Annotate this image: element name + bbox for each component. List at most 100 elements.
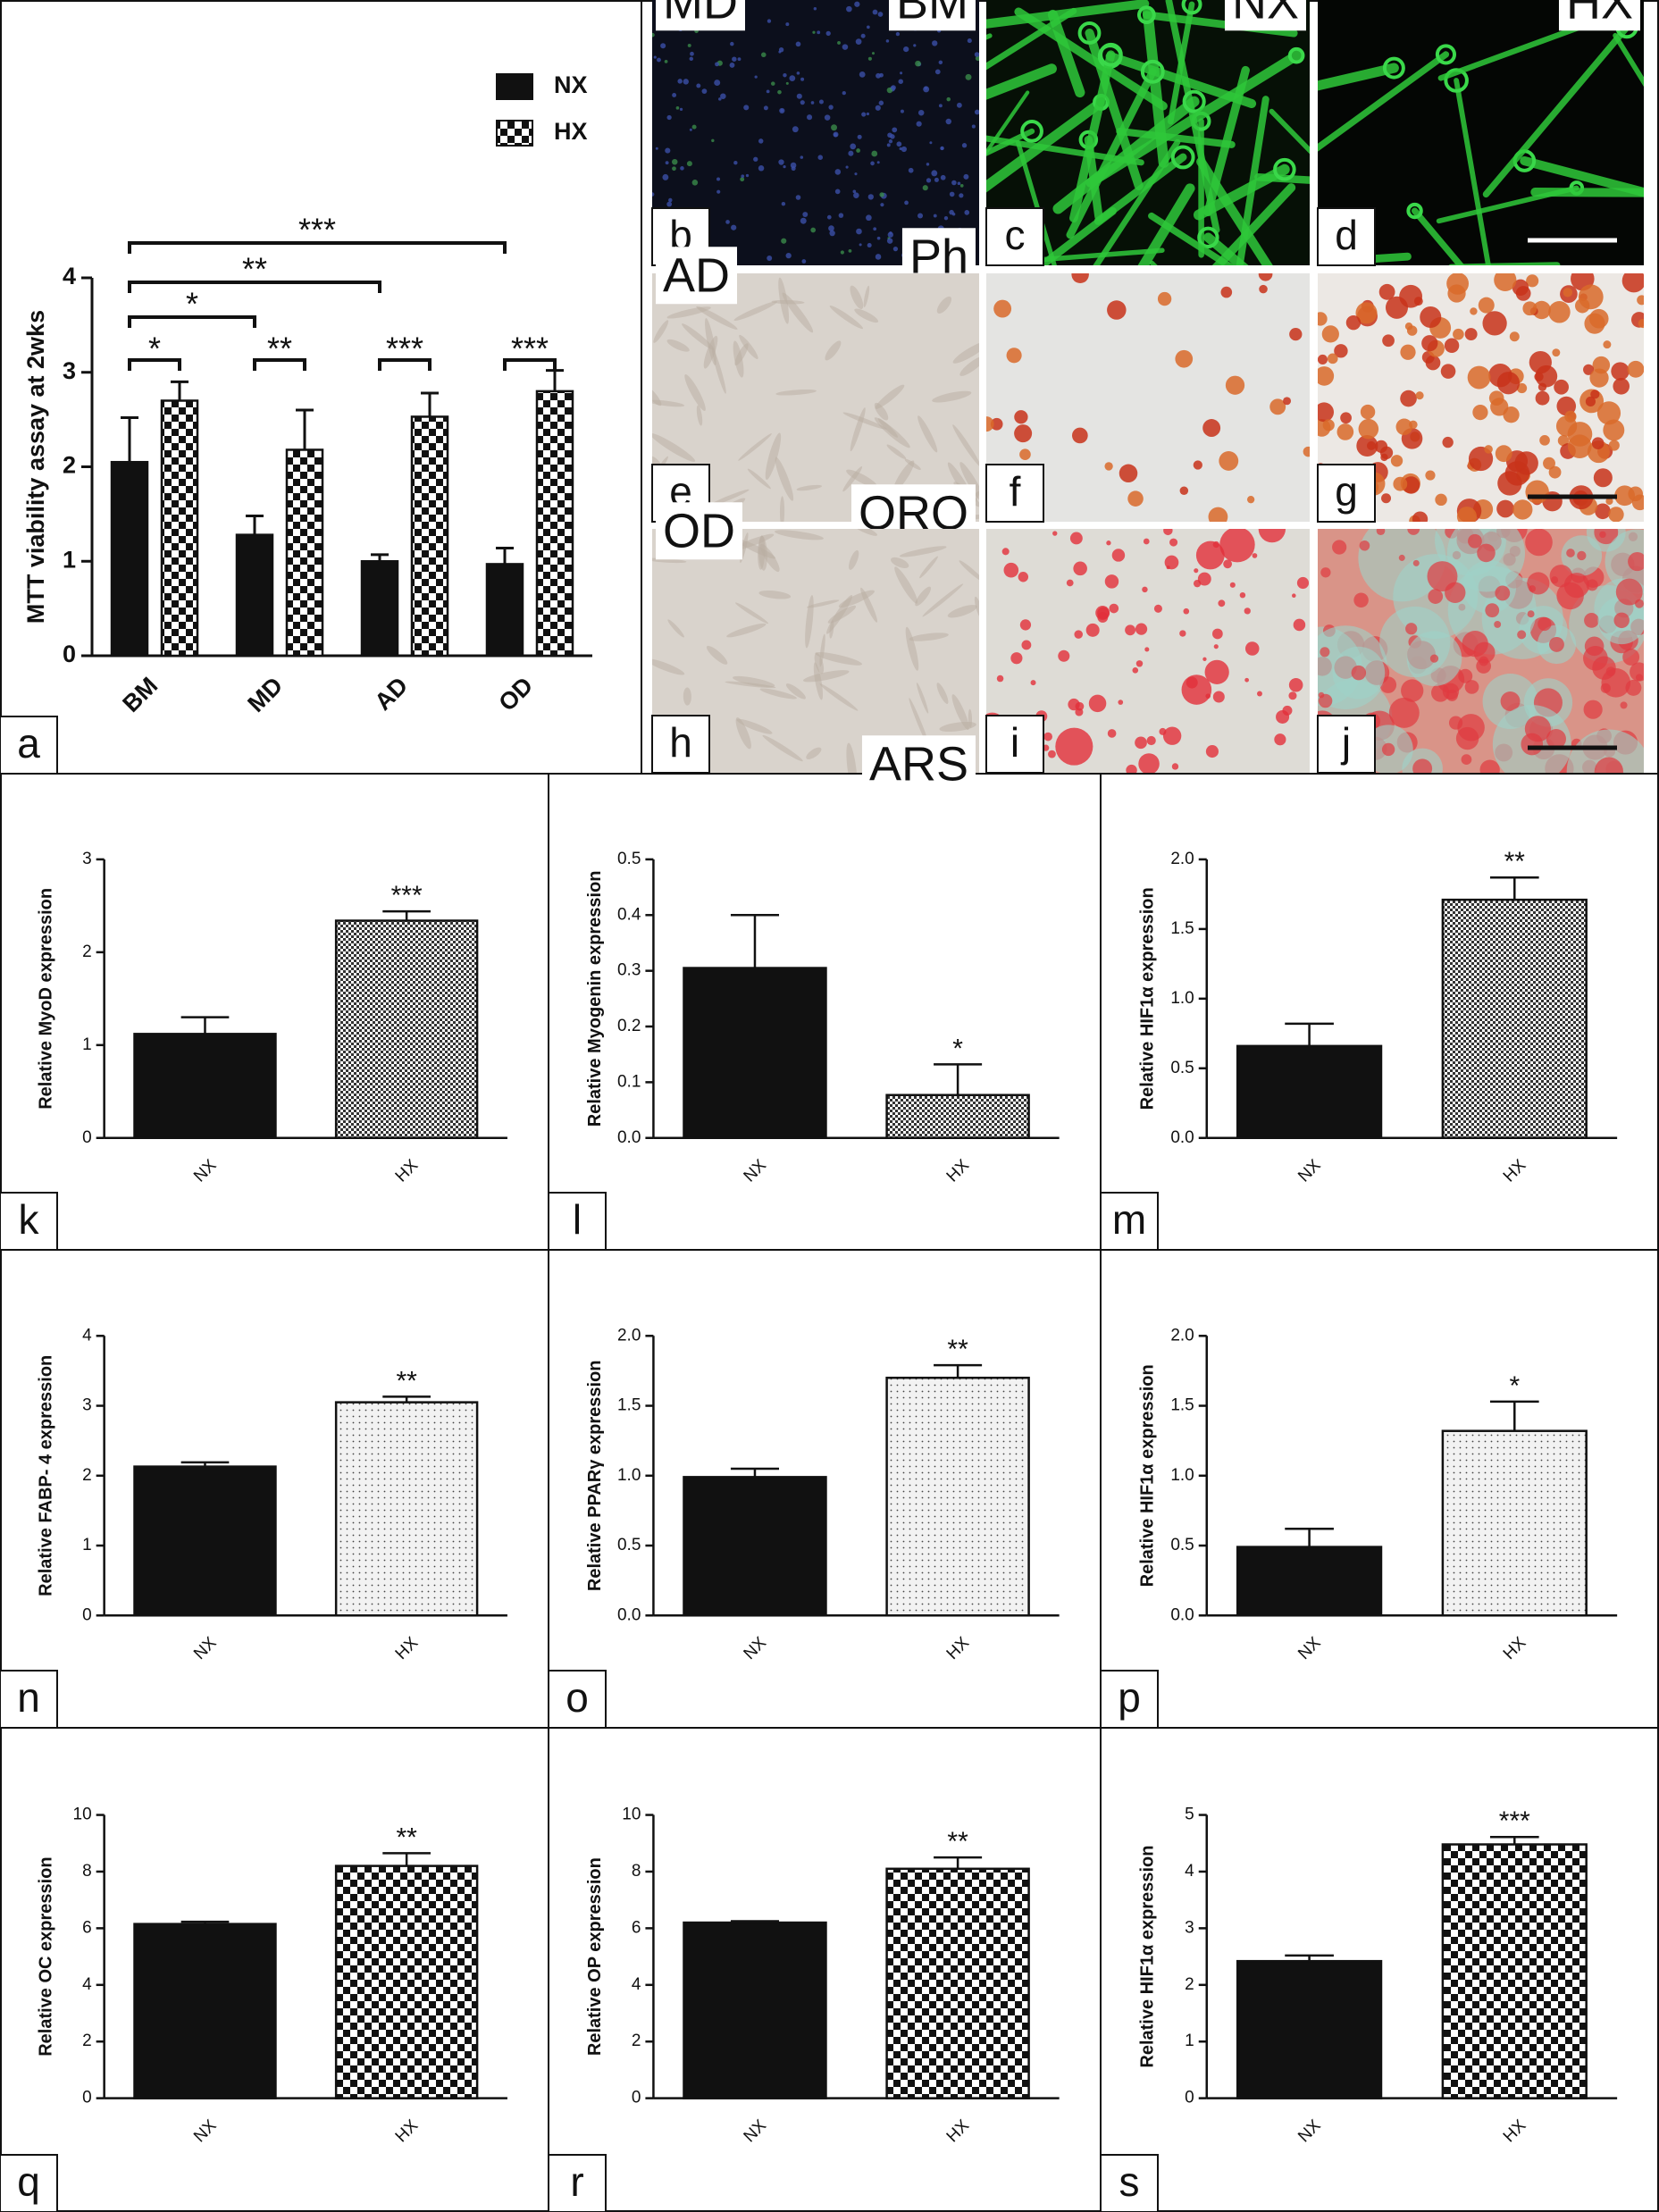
- cell-nucleus: [785, 22, 790, 27]
- y-axis-label: Relative FABP- 4 expression: [36, 1355, 55, 1596]
- cell-nucleus: [908, 167, 914, 173]
- significance-label: *: [186, 286, 198, 323]
- mineral-nodule: [1288, 691, 1297, 700]
- lipid-droplet: [1345, 314, 1362, 331]
- mineral-nodule: [1239, 591, 1246, 599]
- image-label: BM: [896, 0, 968, 29]
- lipid-droplet: [1202, 419, 1221, 437]
- panel-letter-box: [548, 1192, 607, 1251]
- bar: [683, 967, 827, 1139]
- mineral-nodule: [1197, 572, 1211, 586]
- x-tick-label: HX: [1500, 1633, 1530, 1663]
- mineral-nodule: [1107, 729, 1117, 738]
- cell-nucleus: [741, 174, 745, 179]
- cell: [652, 658, 685, 675]
- lipid-droplet: [1444, 338, 1460, 353]
- y-tick-label: 1.5: [1170, 1396, 1194, 1415]
- myotube: [1148, 212, 1235, 265]
- mineral-nodule: [1376, 529, 1386, 535]
- cell-nucleus: [800, 100, 805, 105]
- lipid-droplet: [1382, 334, 1395, 348]
- lipid-droplet: [1318, 354, 1328, 365]
- lipid-droplet: [1526, 274, 1539, 288]
- cell-nucleus: [840, 250, 844, 255]
- mineral-nodule: [1556, 582, 1584, 610]
- y-tick-label: 2.0: [1170, 850, 1194, 868]
- comparison-bracket: [128, 281, 381, 293]
- lipid-droplet: [1494, 273, 1517, 292]
- y-tick-label: 1.0: [617, 1466, 641, 1485]
- cell-nucleus: [917, 109, 925, 116]
- cell-nucleus: [859, 71, 866, 78]
- lipid-droplet: [1412, 511, 1429, 522]
- cell-nucleus: [903, 46, 909, 53]
- bar: [1236, 1959, 1383, 2099]
- panel-letter-box: [1100, 1670, 1159, 1729]
- cell-nucleus: [917, 213, 924, 219]
- cell-nucleus: [785, 81, 789, 85]
- bar: [885, 1093, 1030, 1139]
- cell: [932, 390, 972, 403]
- mineral-nodule: [1106, 540, 1111, 546]
- cell-nucleus: [867, 194, 874, 200]
- lipid-droplet: [1071, 427, 1088, 444]
- bar: [334, 1864, 479, 2099]
- myotube: [1085, 50, 1302, 188]
- lipid-droplet: [1509, 331, 1520, 342]
- significance-bracket: [128, 358, 181, 371]
- y-axis-label: Relative OP expression: [585, 1857, 605, 2056]
- y-tick-label: 1.5: [617, 1396, 641, 1415]
- mineral-nodule: [1144, 647, 1150, 652]
- cell-nucleus: [672, 166, 676, 172]
- cell-nucleus: [672, 93, 677, 97]
- cell-nucleus: [795, 41, 801, 47]
- x-tick-label: NX: [741, 1156, 771, 1186]
- bar: [285, 448, 324, 658]
- cell-nucleus: [766, 89, 770, 94]
- y-tick-label: 3: [82, 850, 92, 868]
- cell-nucleus: [870, 161, 875, 166]
- mineral-nodule: [1613, 612, 1630, 629]
- mineral-nodule: [1566, 549, 1575, 557]
- cell-nucleus: [916, 121, 922, 127]
- cell: [779, 496, 785, 522]
- x-tick-label: HX: [943, 2116, 974, 2147]
- cell: [683, 687, 691, 706]
- cell: [894, 566, 918, 604]
- y-axis-label: Relative HIF1α expression: [1137, 887, 1157, 1110]
- cell-nucleus: [971, 124, 976, 129]
- myotube: [1318, 51, 1450, 152]
- mineral-nodule: [1359, 540, 1370, 551]
- mineral-nodule: [1635, 674, 1643, 682]
- y-tick-label: 0: [82, 1128, 92, 1147]
- lipid-droplet: [1564, 410, 1577, 423]
- lipid-droplet: [1488, 364, 1512, 388]
- mineral-nodule: [1055, 727, 1093, 766]
- cell-nucleus: [891, 85, 896, 91]
- significance-label: *: [952, 1034, 963, 1063]
- cell: [936, 683, 949, 704]
- lipid-droplet: [1590, 390, 1600, 399]
- lipid-droplet: [1440, 364, 1456, 379]
- lipid-droplet: [1453, 328, 1464, 340]
- cell: [815, 652, 862, 666]
- mineral-nodule: [1068, 698, 1080, 711]
- cell-nucleus: [800, 155, 804, 159]
- cell-nucleus: [853, 192, 859, 198]
- cell-nucleus: [745, 173, 750, 178]
- mineral-nodule: [1494, 620, 1502, 628]
- micrograph: [1318, 0, 1644, 265]
- lipid-droplet: [1321, 325, 1339, 343]
- y-axis-label: Relative HIF1α expression: [1137, 1364, 1157, 1587]
- cell-nucleus: [854, 1, 860, 7]
- cell: [736, 718, 773, 734]
- y-tick-label: 0.5: [1170, 1536, 1194, 1554]
- cell-nucleus: [653, 55, 657, 59]
- x-tick-label: HX: [943, 1156, 974, 1186]
- myotube: [1437, 22, 1588, 81]
- mineral-nodule: [1622, 649, 1640, 666]
- lipid-droplet: [1552, 348, 1561, 357]
- lipid-droplet: [1107, 300, 1127, 320]
- x-tick-label: NX: [190, 1156, 221, 1186]
- cell-nucleus: [896, 141, 902, 147]
